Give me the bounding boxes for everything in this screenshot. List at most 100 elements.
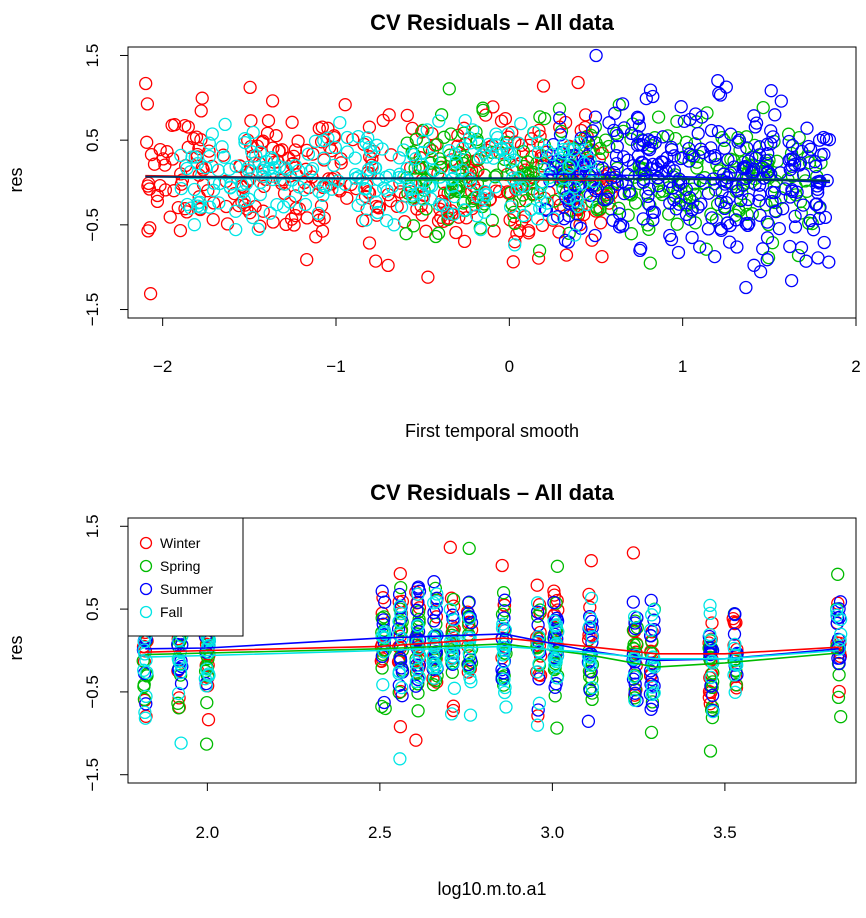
point-fall	[201, 667, 216, 681]
point-spring	[745, 207, 759, 221]
point-spring	[423, 156, 438, 170]
bottom-chart-title: CV Residuals – All data	[370, 480, 614, 505]
point-spring	[200, 695, 214, 710]
point-fall	[263, 206, 277, 220]
point-summer	[721, 153, 735, 167]
point-spring	[550, 721, 564, 735]
point-summer	[656, 155, 670, 170]
point-summer	[588, 228, 602, 243]
legend-label-summer: Summer	[160, 581, 213, 597]
point-fall	[187, 182, 202, 197]
point-winter	[324, 144, 339, 158]
point-summer	[630, 110, 645, 124]
point-fall	[397, 143, 411, 157]
point-spring	[588, 120, 602, 134]
point-fall	[495, 143, 509, 157]
point-fall	[532, 657, 546, 671]
point-summer	[656, 130, 670, 144]
point-fall	[627, 610, 642, 624]
point-fall	[480, 188, 494, 202]
point-winter	[393, 566, 407, 581]
legend-label-fall: Fall	[160, 604, 183, 620]
point-fall	[464, 675, 478, 689]
point-fall	[429, 657, 443, 671]
point-fall	[368, 161, 383, 175]
point-summer	[732, 133, 747, 147]
point-fall	[238, 135, 252, 150]
point-fall	[645, 687, 660, 702]
point-fall	[241, 163, 255, 177]
point-summer	[685, 148, 699, 163]
point-summer	[788, 209, 802, 224]
top-axes: −2 −1 0 1 2 −1.5 −0.5 0.5 1.5	[83, 44, 861, 376]
point-spring	[375, 661, 389, 675]
point-summer	[727, 627, 742, 641]
point-fall	[180, 197, 194, 212]
point-winter	[531, 251, 546, 265]
point-summer	[811, 251, 825, 265]
smooth-line-fall	[145, 645, 839, 660]
point-winter	[158, 183, 173, 197]
point-fall	[728, 685, 742, 699]
point-fall	[138, 705, 152, 720]
point-summer	[723, 218, 737, 233]
point-fall	[311, 206, 326, 221]
point-fall	[187, 218, 202, 232]
point-winter	[593, 216, 608, 230]
point-fall	[379, 213, 394, 228]
point-winter	[288, 143, 303, 157]
point-summer	[632, 119, 647, 133]
point-winter	[552, 225, 566, 239]
x-tick-label: 1	[678, 357, 687, 376]
point-summer	[677, 114, 691, 129]
point-summer	[174, 676, 189, 691]
point-summer	[693, 240, 707, 254]
point-summer	[753, 187, 767, 202]
point-summer	[409, 679, 423, 693]
point-winter	[180, 205, 194, 219]
point-winter	[471, 163, 485, 177]
point-summer	[747, 109, 761, 123]
point-winter	[457, 234, 472, 249]
point-fall	[392, 151, 406, 165]
point-winter	[384, 194, 398, 208]
point-fall	[328, 140, 342, 155]
point-spring	[703, 744, 718, 758]
point-fall	[628, 693, 642, 707]
point-summer	[682, 141, 696, 156]
point-fall	[394, 606, 408, 621]
point-winter	[219, 199, 233, 214]
x-tick-label: 3.0	[541, 823, 565, 842]
point-fall	[426, 655, 440, 669]
point-winter	[266, 215, 280, 229]
point-fall	[432, 114, 446, 128]
point-summer	[694, 197, 708, 211]
point-fall	[359, 213, 373, 227]
point-fall	[833, 633, 847, 647]
top-y-axis-label: res	[6, 167, 26, 192]
point-spring	[612, 201, 626, 215]
point-fall	[464, 136, 478, 150]
point-summer	[646, 213, 660, 227]
point-summer	[394, 600, 408, 615]
point-summer	[663, 228, 677, 243]
point-fall	[251, 222, 265, 237]
point-fall	[321, 131, 335, 145]
point-summer	[646, 157, 660, 172]
point-fall	[191, 196, 205, 210]
point-spring	[593, 201, 607, 216]
point-summer	[538, 202, 552, 217]
point-summer	[685, 230, 699, 245]
point-winter	[459, 211, 474, 225]
point-fall	[415, 145, 430, 160]
point-spring	[411, 704, 425, 718]
point-fall	[530, 718, 545, 732]
point-winter	[559, 248, 574, 262]
point-summer	[546, 158, 560, 172]
point-fall	[409, 655, 423, 669]
point-fall	[449, 155, 463, 169]
point-summer	[810, 197, 824, 211]
point-summer	[411, 672, 425, 687]
bottom-smooth-layer	[145, 633, 839, 668]
y-tick-label: 1.5	[83, 514, 102, 538]
